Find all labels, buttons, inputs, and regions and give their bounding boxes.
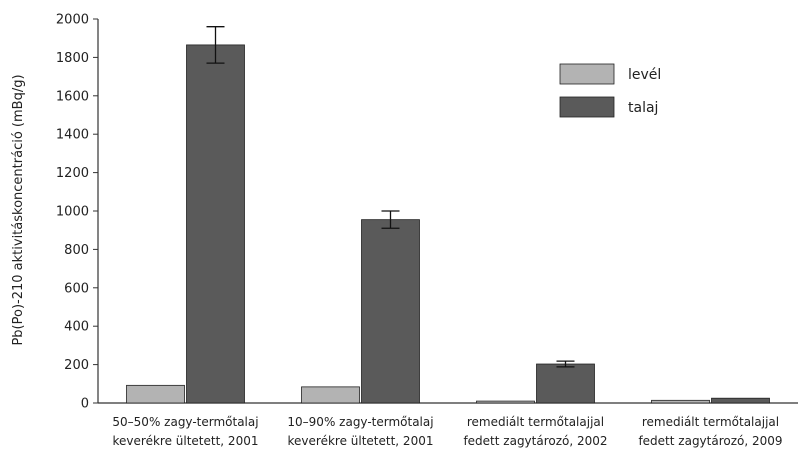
- y-axis-title-group: Pb(Po)-210 aktivitáskoncentráció (mBq/g): [11, 74, 26, 345]
- y-tick-label: 400: [64, 320, 89, 335]
- y-tick-label: 600: [64, 281, 89, 296]
- legend-label: levél: [628, 67, 661, 83]
- y-tick-label: 200: [64, 358, 89, 373]
- bar-talaj: [361, 219, 420, 404]
- y-tick-label: 800: [64, 243, 89, 258]
- y-tick-label: 1400: [56, 128, 89, 143]
- x-category-label: keverékre ültetett, 2001: [113, 434, 259, 448]
- bar-talaj: [536, 363, 595, 404]
- x-category-label: 10–90% zagy-termőtalaj: [287, 415, 433, 429]
- legend-label: talaj: [628, 100, 658, 116]
- bar-level: [126, 384, 185, 404]
- error-bars: [206, 26, 575, 368]
- legend-swatch: [559, 63, 615, 85]
- y-tick-label: 1200: [56, 166, 89, 181]
- bar-level: [301, 386, 360, 404]
- legend: levél talaj: [559, 63, 661, 118]
- y-tick-label: 0: [81, 397, 89, 412]
- y-tick-label: 1000: [56, 205, 89, 220]
- y-axis-title: Pb(Po)-210 aktivitáskoncentráció (mBq/g): [11, 74, 26, 345]
- legend-swatch: [559, 96, 615, 118]
- bar-talaj: [711, 397, 770, 404]
- x-category-label: fedett zagytározó, 2009: [638, 434, 782, 448]
- y-tick-label: 1800: [56, 51, 89, 66]
- bar-level: [476, 400, 535, 404]
- y-tick-label: 2000: [56, 13, 89, 28]
- bar-level: [651, 399, 710, 404]
- x-category-label: remediált termőtalajjal: [642, 415, 779, 429]
- x-category-labels: 50–50% zagy-termőtalaj keverékre ültetett…: [112, 415, 782, 448]
- x-category-label: keverékre ültetett, 2001: [288, 434, 434, 448]
- y-ticks: 0 200 400 600 800 1000 1200 1400 1600 1800 2000: [56, 13, 98, 412]
- x-category-label: remediált termőtalajjal: [467, 415, 604, 429]
- y-tick-label: 1600: [56, 89, 89, 104]
- bar-talaj: [186, 44, 245, 404]
- x-category-label: fedett zagytározó, 2002: [463, 434, 607, 448]
- x-category-label: 50–50% zagy-termőtalaj: [112, 415, 258, 429]
- bars: [126, 44, 770, 404]
